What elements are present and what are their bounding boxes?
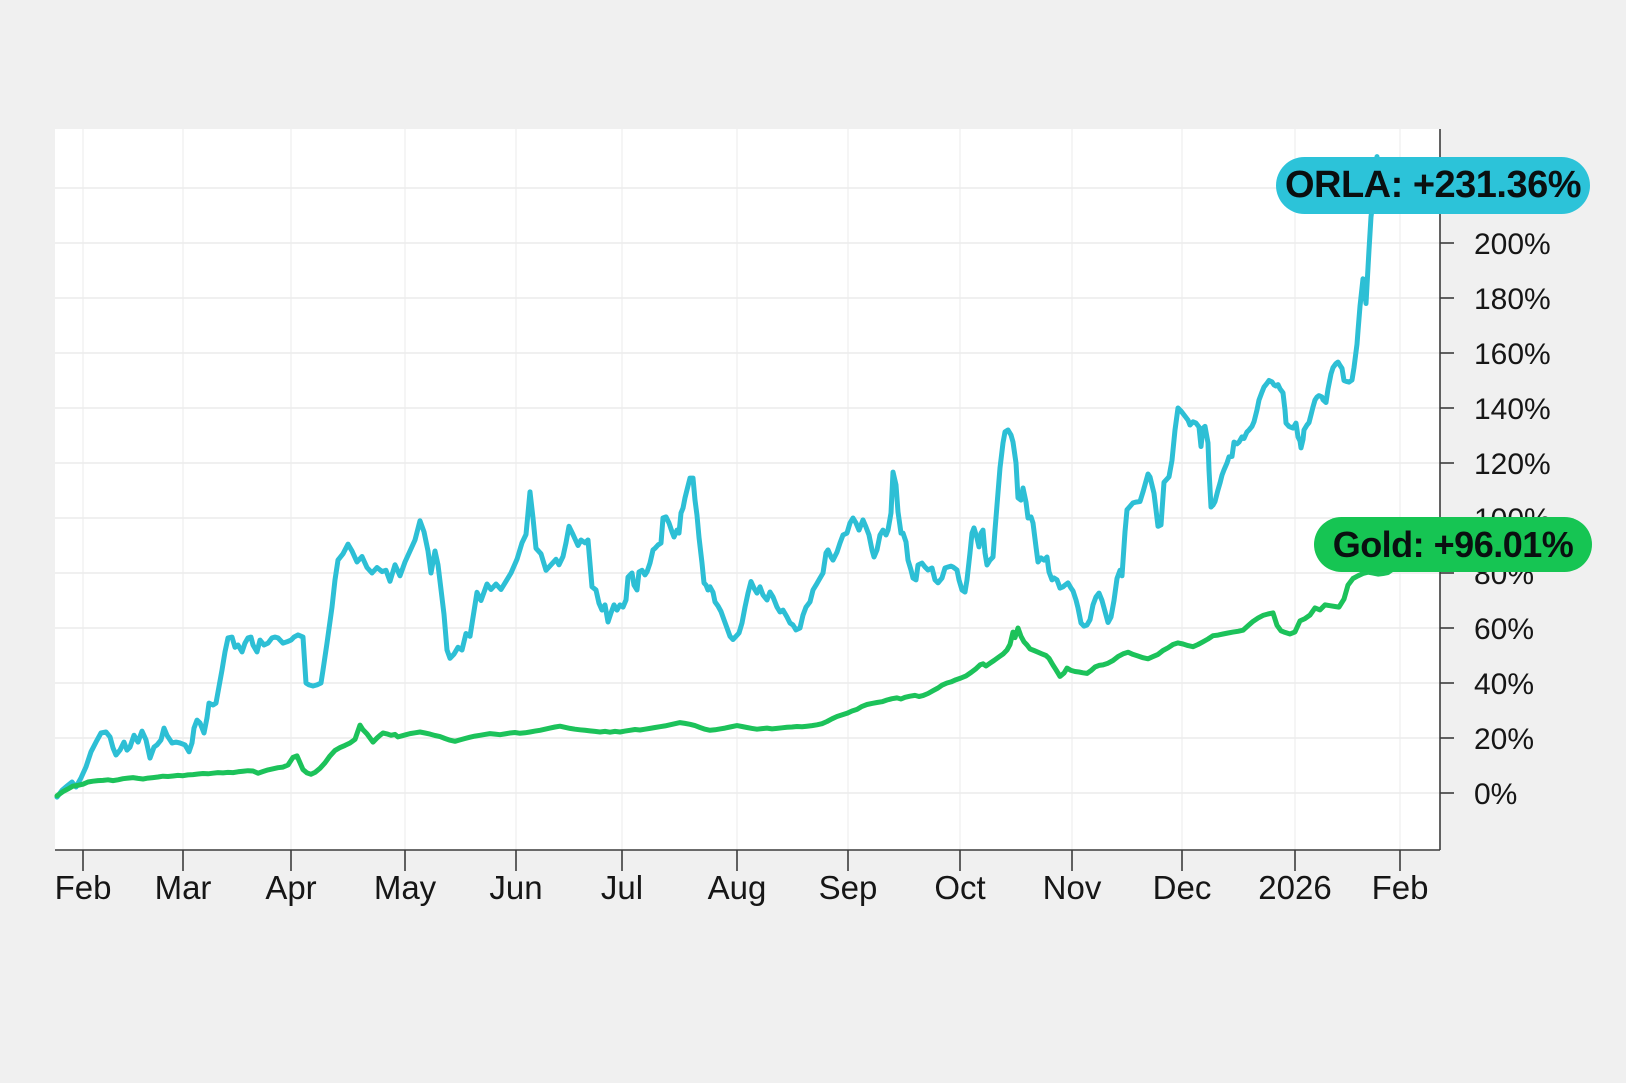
x-tick-label: Dec (1153, 869, 1212, 906)
x-tick-label: Aug (708, 869, 767, 906)
orla-line (54, 154, 1380, 800)
plot-area (55, 129, 1440, 850)
orla-endpoint-label: ORLA: +231.36% (1284, 164, 1582, 206)
x-tick-label: Feb (55, 869, 112, 906)
y-tick-label: 180% (1474, 283, 1551, 316)
y-tick-label: 160% (1474, 338, 1551, 371)
orla-endpoint-badge: ORLA: +231.36% (1276, 157, 1590, 214)
x-tick-label: Nov (1043, 869, 1102, 906)
x-tick-label: Jun (489, 869, 542, 906)
x-tick-label: Feb (1372, 869, 1429, 906)
y-tick-label: 140% (1474, 393, 1551, 426)
x-tick-label: Apr (265, 869, 316, 906)
gold-endpoint-label: Gold: +96.01% (1332, 523, 1574, 565)
y-tick-label: 120% (1474, 448, 1551, 481)
x-tick-label: Mar (155, 869, 212, 906)
y-tick-label: 20% (1474, 723, 1534, 756)
x-tick-label: May (374, 869, 437, 906)
y-tick-label: 40% (1474, 668, 1534, 701)
y-tick-label: 0% (1474, 778, 1517, 811)
x-tick-label: Sep (819, 869, 878, 906)
y-tick-label: 60% (1474, 613, 1534, 646)
gold-endpoint-badge: Gold: +96.01% (1314, 517, 1592, 572)
x-tick-label: 2026 (1258, 869, 1331, 906)
x-tick-label: Jul (601, 869, 643, 906)
y-tick-label: 200% (1474, 228, 1551, 261)
x-tick-label: Oct (934, 869, 985, 906)
gold-line (54, 526, 1419, 799)
